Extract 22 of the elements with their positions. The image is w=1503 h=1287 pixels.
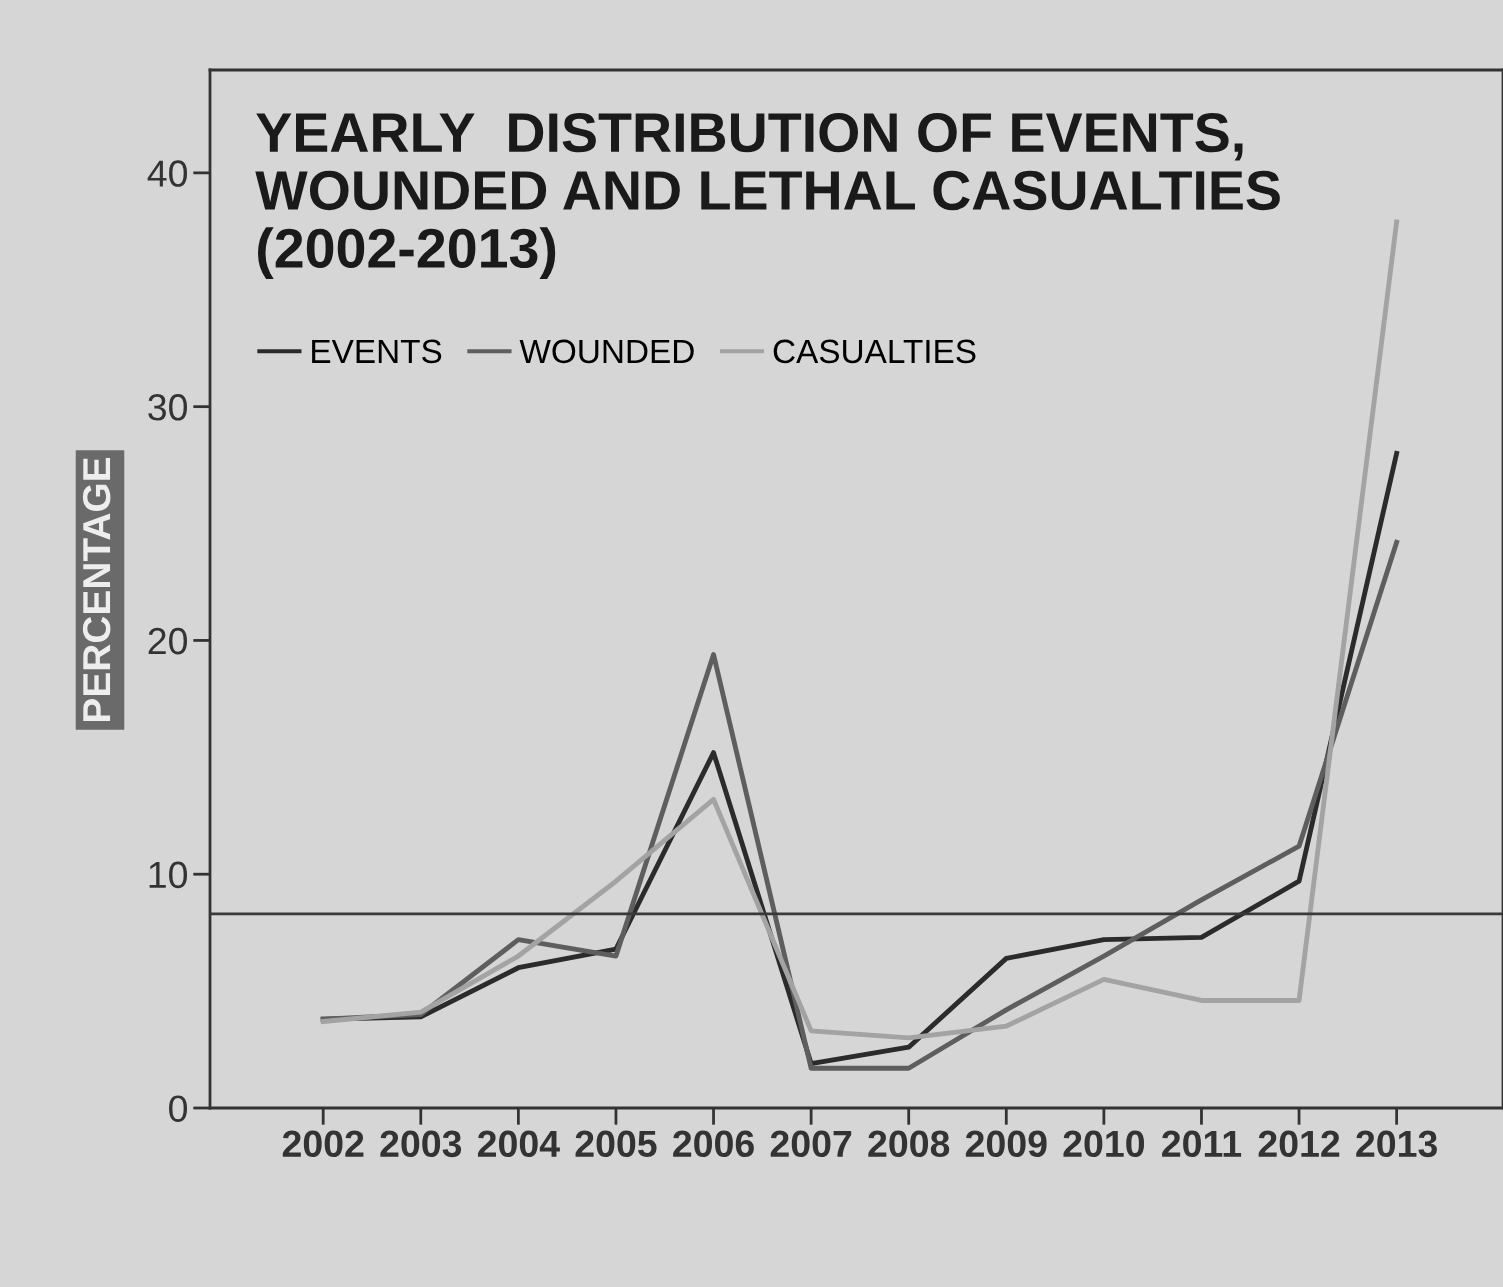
x-tick-label: 2005	[575, 1130, 657, 1158]
x-tick-label: 2003	[380, 1130, 462, 1158]
x-tick-label: 2012	[1258, 1130, 1340, 1158]
x-tick-label: 2011	[1162, 1130, 1242, 1158]
x-tick-label: 2002	[282, 1130, 364, 1158]
x-tick-label: 2004	[477, 1130, 560, 1158]
y-tick-label: 10	[149, 861, 188, 889]
x-tick-label: 2006	[673, 1130, 754, 1158]
x-tick-label: 2009	[965, 1130, 1047, 1158]
y-tick-label: 20	[148, 627, 188, 655]
y-tick-label: 30	[148, 394, 188, 421]
y-tick-label: 0	[169, 1095, 188, 1122]
text: YEARLY DISTRIBUTION OF EVENTS, WOUNDED AND LETHAL CASUALTIES (2002-2013)	[255, 112, 1280, 279]
x-tick-label: 2010	[1063, 1130, 1145, 1158]
x-tick-label: 2013	[1356, 1130, 1437, 1158]
x-tick-label: 2008	[868, 1130, 950, 1158]
legend-label: EVENTS	[312, 339, 442, 364]
y-tick-label: 40	[147, 160, 188, 187]
x-tick-label: 2007	[770, 1130, 852, 1158]
legend-label: CASUALTIES	[773, 339, 976, 364]
legend-label: WOUNDED	[519, 339, 694, 364]
y-axis-title: PERCENTAGE	[82, 457, 111, 722]
